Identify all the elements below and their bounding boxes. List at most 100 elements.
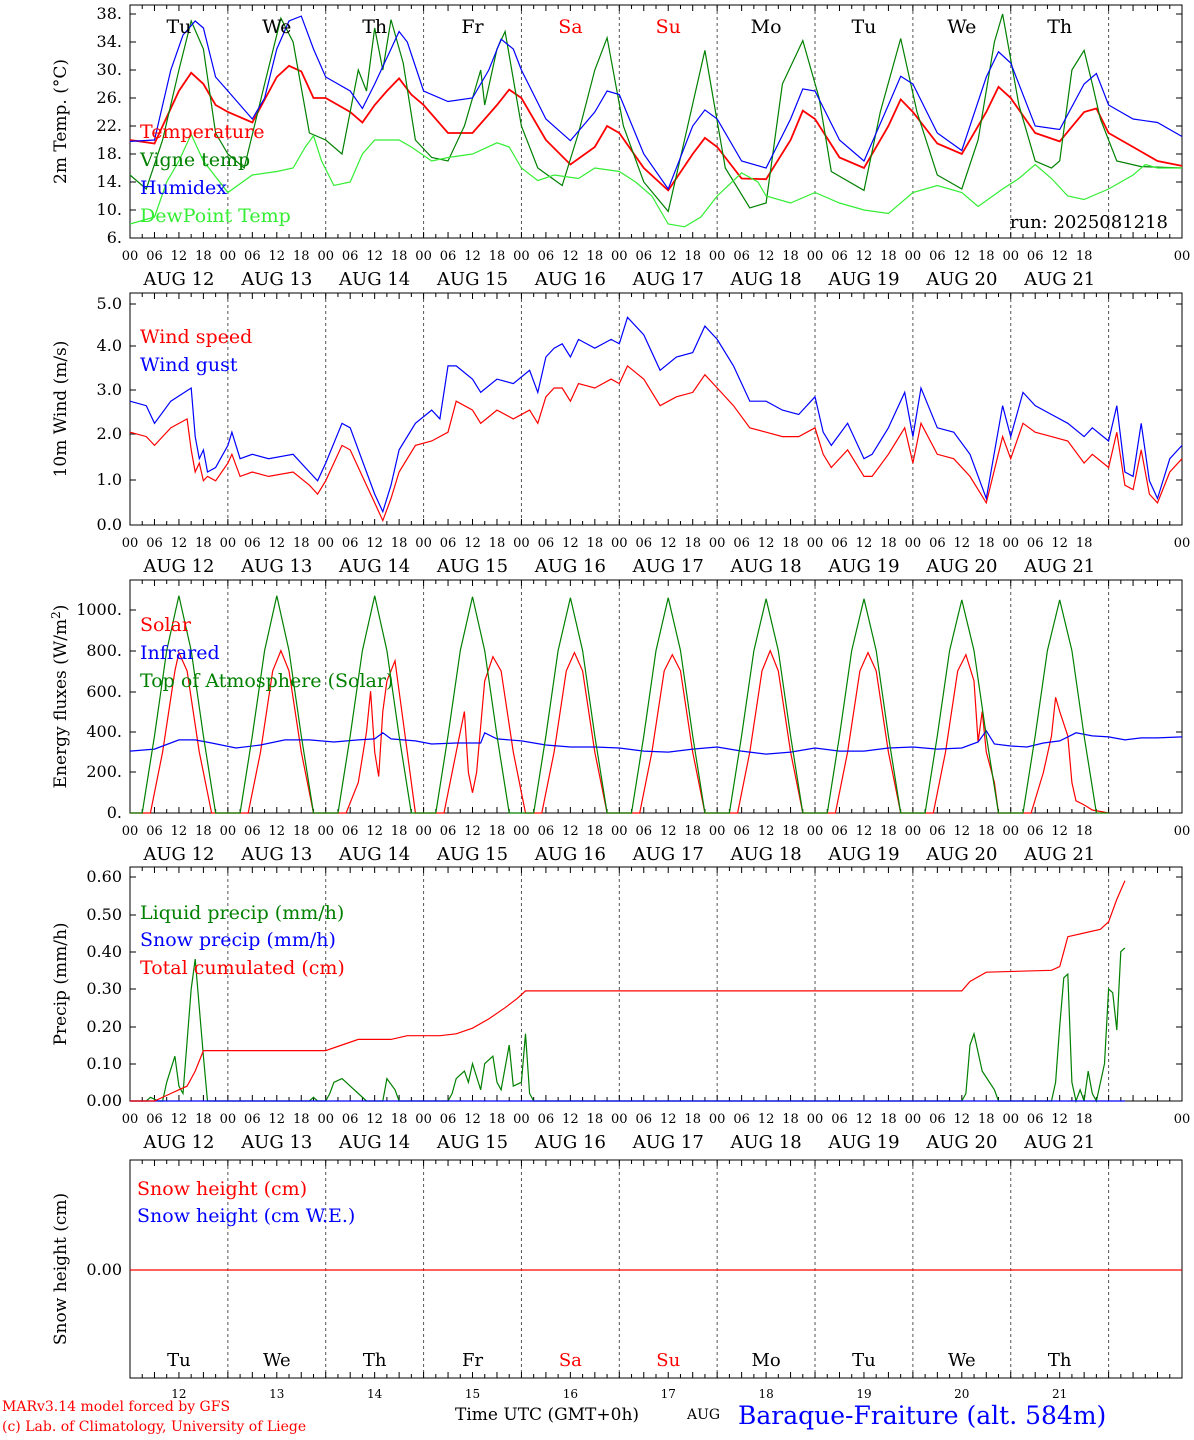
hour-tick-label: 12 bbox=[171, 1112, 188, 1127]
hour-tick-label: 00 bbox=[220, 824, 237, 839]
date-label: AUG 14 bbox=[338, 269, 410, 290]
hour-tick-label: 18 bbox=[587, 249, 604, 264]
day-number-label: 18 bbox=[758, 1387, 773, 1401]
weekday-label: Mo bbox=[751, 1350, 780, 1371]
hour-tick-label: 18 bbox=[684, 1112, 701, 1127]
legend-entry: Snow height (cm W.E.) bbox=[137, 1205, 355, 1227]
y-tick-label: 34. bbox=[97, 32, 122, 51]
hour-tick-label: 06 bbox=[831, 1112, 848, 1127]
hour-tick-label: 12 bbox=[562, 824, 579, 839]
hour-tick-label: 18 bbox=[978, 536, 995, 551]
date-label: AUG 14 bbox=[338, 844, 410, 865]
date-label: AUG 15 bbox=[436, 1132, 508, 1153]
hour-tick-label: 18 bbox=[195, 249, 212, 264]
y-axis-label: Energy fluxes (W/m2) bbox=[49, 605, 71, 789]
series-line-humidex bbox=[129, 15, 1183, 191]
hour-tick-label: 12 bbox=[856, 249, 873, 264]
hour-tick-label: 12 bbox=[171, 249, 188, 264]
hour-tick-label: 06 bbox=[929, 824, 946, 839]
hour-tick-label: 00 bbox=[513, 1112, 530, 1127]
day-number-label: 21 bbox=[1052, 1387, 1067, 1401]
hour-tick-label: 06 bbox=[440, 249, 457, 264]
legend-entry: Liquid precip (mm/h) bbox=[140, 902, 344, 924]
y-tick-label: 0.0 bbox=[97, 515, 122, 534]
hour-tick-label: 00 bbox=[122, 824, 139, 839]
hour-tick-label: 12 bbox=[269, 536, 286, 551]
hour-tick-label: 12 bbox=[660, 1112, 677, 1127]
y-tick-label: 1.0 bbox=[97, 470, 122, 489]
hour-tick-label: 00 bbox=[415, 249, 432, 264]
y-tick-label: 5.0 bbox=[97, 294, 122, 313]
hour-tick-label: 12 bbox=[660, 249, 677, 264]
hour-tick-label: 12 bbox=[758, 249, 775, 264]
hour-tick-label: 06 bbox=[538, 536, 555, 551]
hour-tick-label: 00 bbox=[1002, 536, 1019, 551]
hour-tick-label: 12 bbox=[1051, 536, 1068, 551]
day-number-label: 20 bbox=[954, 1387, 969, 1401]
hour-tick-label: 00 bbox=[220, 249, 237, 264]
date-label: AUG 19 bbox=[827, 269, 899, 290]
hour-tick-label: 06 bbox=[635, 824, 652, 839]
series-line-temperature bbox=[129, 64, 1183, 192]
hour-tick-label: 18 bbox=[1076, 824, 1093, 839]
weekday-label: Fr bbox=[461, 16, 484, 38]
footer-model: MARv3.14 model forced by GFS bbox=[2, 1399, 231, 1415]
hour-tick-label: 00 bbox=[905, 249, 922, 264]
hour-tick-label: 06 bbox=[1027, 536, 1044, 551]
legend-entry: Solar bbox=[140, 614, 192, 636]
y-tick-label: 0.00 bbox=[86, 1091, 122, 1110]
y-tick-label: 22. bbox=[97, 116, 122, 135]
hour-tick-label: 18 bbox=[587, 536, 604, 551]
date-label: AUG 18 bbox=[729, 556, 801, 577]
hour-tick-label: 00 bbox=[1002, 824, 1019, 839]
hour-tick-label: 12 bbox=[856, 824, 873, 839]
hour-tick-label: 06 bbox=[146, 824, 163, 839]
hour-tick-label: 00 bbox=[513, 536, 530, 551]
hour-tick-label: 00 bbox=[611, 249, 628, 264]
weekday-label: Sa bbox=[559, 1350, 582, 1371]
hour-tick-label: 00 bbox=[709, 536, 726, 551]
hour-tick-label: 18 bbox=[1076, 249, 1093, 264]
panel-frame bbox=[129, 579, 1183, 814]
weekday-label: Th bbox=[1048, 1350, 1072, 1371]
hour-tick-label: 06 bbox=[342, 824, 359, 839]
day-number-label: 12 bbox=[171, 1387, 186, 1401]
hour-tick-label: 12 bbox=[464, 249, 481, 264]
hour-tick-label: 00 bbox=[709, 249, 726, 264]
y-axis-label: Precip (mm/h) bbox=[51, 922, 71, 1045]
hour-tick-label: 18 bbox=[684, 249, 701, 264]
hour-tick-label: 18 bbox=[391, 1112, 408, 1127]
hour-tick-label: 12 bbox=[660, 536, 677, 551]
weekday-label: Th bbox=[362, 16, 387, 38]
hour-tick-label: 18 bbox=[293, 536, 310, 551]
date-label: AUG 13 bbox=[240, 269, 312, 290]
hour-tick-label: 00 bbox=[709, 1112, 726, 1127]
hour-tick-label: 12 bbox=[856, 536, 873, 551]
y-tick-label: 30. bbox=[97, 60, 122, 79]
y-tick-label: 0.00 bbox=[86, 1260, 122, 1279]
hour-tick-label: 00 bbox=[905, 536, 922, 551]
date-label: AUG 21 bbox=[1023, 844, 1095, 865]
weekday-label: Su bbox=[656, 1350, 680, 1371]
weekday-label: Th bbox=[1047, 16, 1072, 38]
hour-tick-label: 06 bbox=[146, 249, 163, 264]
legend-entry: Total cumulated (cm) bbox=[140, 957, 345, 979]
hour-tick-label: 18 bbox=[880, 536, 897, 551]
hour-tick-label: 00 bbox=[1174, 536, 1191, 551]
hour-tick-label: 06 bbox=[733, 1112, 750, 1127]
hour-tick-label: 12 bbox=[758, 1112, 775, 1127]
date-label: AUG 21 bbox=[1023, 556, 1095, 577]
hour-tick-label: 00 bbox=[807, 536, 824, 551]
hour-tick-label: 00 bbox=[513, 249, 530, 264]
hour-tick-label: 06 bbox=[342, 1112, 359, 1127]
date-label: AUG 16 bbox=[534, 1132, 606, 1153]
hour-tick-label: 18 bbox=[391, 249, 408, 264]
y-tick-label: 4.0 bbox=[97, 336, 122, 355]
date-label: AUG 13 bbox=[240, 844, 312, 865]
hour-tick-label: 12 bbox=[758, 824, 775, 839]
hour-tick-label: 00 bbox=[611, 824, 628, 839]
hour-tick-label: 06 bbox=[733, 249, 750, 264]
y-tick-label: 0.10 bbox=[86, 1054, 122, 1073]
date-label: AUG 14 bbox=[338, 556, 410, 577]
series-line-liquid-precip-mm-h- bbox=[130, 947, 1126, 1104]
